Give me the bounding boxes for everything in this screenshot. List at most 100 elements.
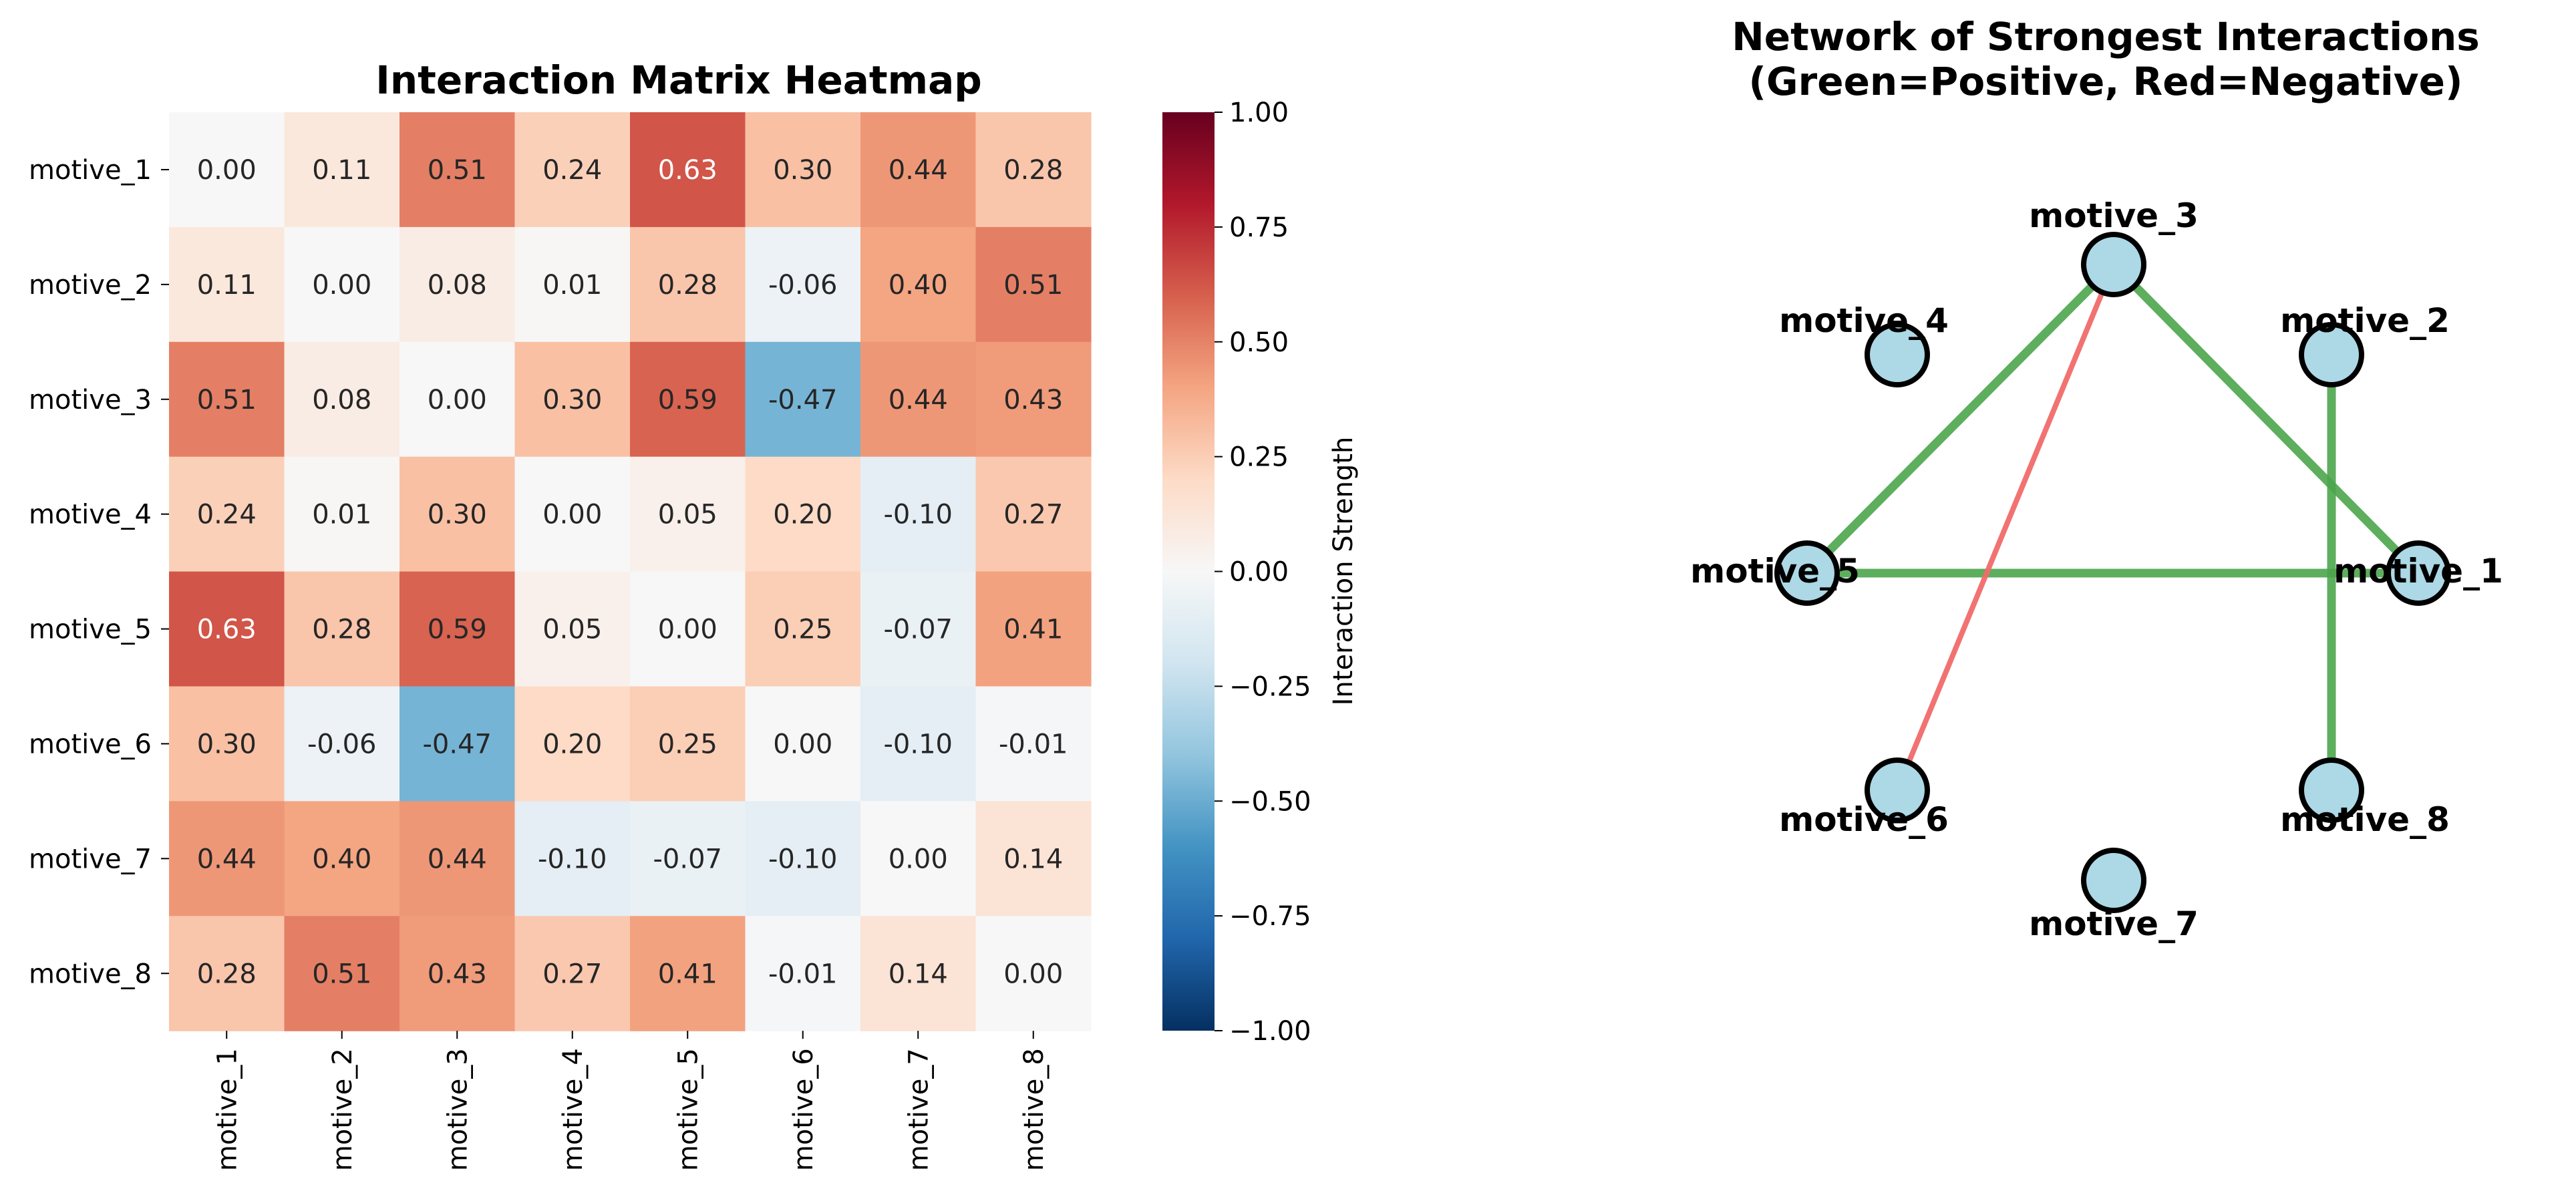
heatmap-cell-value-1-2: 0.11	[312, 155, 371, 186]
heatmap-cell-8-5	[630, 916, 746, 1031]
heatmap-cell-value-2-4: 0.01	[542, 270, 602, 301]
colorbar-tick-label-5: 0.00	[1229, 557, 1289, 588]
heatmap-cell-value-7-7: 0.00	[889, 844, 948, 874]
network-node-label-motive_1: motive_1	[2333, 552, 2503, 590]
heatmap-cell-1-3	[399, 112, 516, 228]
heatmap-cell-8-2	[284, 916, 400, 1031]
heatmap-cell-value-3-5: 0.59	[658, 385, 717, 415]
colorbar: 1.00 0.75 0.50 0.25 0.00 −0.25 −0.50 −0.75 −1.00…	[1162, 98, 1359, 1047]
heatmap-cell-value-1-7: 0.44	[889, 155, 948, 186]
heatmap-cell-value-5-8: 0.41	[1003, 615, 1063, 645]
heatmap-cell-1-2	[284, 112, 400, 228]
heatmap-cell-value-8-8: 0.00	[1003, 959, 1063, 989]
heatmap-cell-4-3	[399, 456, 516, 572]
network-node-label-motive_3: motive_3	[2029, 196, 2199, 235]
network-node-motive_4	[1865, 322, 1930, 387]
heatmap-cell-value-2-3: 0.08	[428, 270, 487, 301]
network-node-label-motive_4: motive_4	[1779, 301, 1949, 340]
heatmap-cell-6-4	[514, 686, 631, 802]
network-node-motive_7	[2081, 848, 2146, 913]
network-title-line2: (Green=Positive, Red=Negative)	[1749, 59, 2463, 104]
heatmap-cell-value-8-4: 0.27	[542, 959, 602, 989]
heatmap-panel: Interaction Matrix Heatmap 0.00 0.11 0.51 0…	[29, 57, 1092, 1171]
heatmap-cell-value-5-2: 0.28	[312, 615, 371, 645]
network-node-motive_3	[2081, 232, 2146, 297]
heatmap-cell-7-3	[399, 801, 516, 916]
heatmap-cell-value-6-8: -0.01	[999, 729, 1068, 759]
heatmap-cell-7-1	[169, 801, 285, 916]
heatmap-row-labels: motive_1 motive_2 motive_3 motive_4 motive_5…	[29, 155, 169, 989]
heatmap-row-label-1: motive_1	[29, 155, 152, 186]
heatmap-cell-5-8	[975, 571, 1092, 687]
heatmap-cell-2-4	[514, 226, 631, 343]
heatmap-cell-4-2	[284, 456, 400, 572]
network-title-line1: Network of Strongest Interactions	[1732, 14, 2480, 59]
network-node-labels: motive_1 motive_2 motive_3 motive_4 motive_5…	[1690, 196, 2503, 943]
heatmap-cell-2-2	[284, 226, 400, 343]
heatmap-cell-value-7-5: -0.07	[653, 844, 723, 874]
heatmap-cell-value-3-4: 0.30	[542, 385, 602, 415]
network-node-label-motive_8: motive_8	[2280, 800, 2450, 839]
heatmap-cell-2-3	[399, 226, 516, 343]
colorbar-tick-label-6: −0.25	[1229, 671, 1311, 702]
network-node-motive_2	[2299, 322, 2364, 387]
network-node-label-motive_2: motive_2	[2280, 301, 2450, 340]
heatmap-cell-value-6-1: 0.30	[197, 729, 257, 759]
network-panel: Network of Strongest Interactions (Green…	[1690, 14, 2503, 943]
network-node-label-motive_5: motive_5	[1690, 552, 1860, 590]
heatmap-cell-value-5-5: 0.00	[658, 615, 717, 645]
heatmap-cell-6-8	[975, 686, 1092, 802]
heatmap-cell-3-7	[860, 341, 977, 458]
heatmap-cell-8-7	[860, 916, 977, 1031]
heatmap-cell-value-7-2: 0.40	[312, 844, 371, 874]
heatmap-cell-value-1-1: 0.00	[197, 155, 257, 186]
heatmap-cell-3-1	[169, 341, 285, 458]
heatmap-row-label-2: motive_2	[29, 270, 152, 301]
heatmap-cell-3-5	[630, 341, 746, 458]
heatmap-cell-3-4	[514, 341, 631, 458]
heatmap-cell-value-6-2: -0.06	[307, 729, 377, 759]
heatmap-cell-5-3	[399, 571, 516, 687]
heatmap-cell-value-2-6: -0.06	[768, 270, 838, 301]
heatmap-cell-2-6	[745, 226, 861, 343]
heatmap-cell-value-1-5: 0.63	[658, 155, 717, 186]
heatmap-cell-value-7-4: -0.10	[538, 844, 607, 874]
heatmap-col-label-5: motive_5	[673, 1048, 703, 1171]
heatmap-row-label-8: motive_8	[29, 959, 152, 989]
network-node-motive_6	[1865, 757, 1930, 823]
heatmap-cell-value-2-1: 0.11	[197, 270, 257, 301]
heatmap-cell-2-5	[630, 226, 746, 343]
heatmap-cell-7-6	[745, 801, 861, 916]
network-edge-motive_3-motive_1	[2110, 261, 2422, 576]
heatmap-cell-2-7	[860, 226, 977, 343]
heatmap-cell-value-5-1: 0.63	[197, 615, 257, 645]
heatmap-cell-4-5	[630, 456, 746, 572]
heatmap-cell-6-3	[399, 686, 516, 802]
heatmap-cell-1-7	[860, 112, 977, 228]
heatmap-row-label-4: motive_4	[29, 500, 152, 530]
heatmap-cell-value-2-5: 0.28	[658, 270, 717, 301]
heatmap-cell-value-8-7: 0.14	[889, 959, 948, 989]
heatmap-cell-5-6	[745, 571, 861, 687]
heatmap-col-label-1: motive_1	[212, 1048, 243, 1171]
network-node-motive_1	[2386, 540, 2451, 606]
heatmap-row-label-7: motive_7	[29, 844, 152, 874]
heatmap-title: Interaction Matrix Heatmap	[375, 57, 982, 103]
heatmap-cell-value-5-6: 0.25	[773, 615, 832, 645]
heatmap-cell-value-8-6: -0.01	[768, 959, 838, 989]
heatmap-cell-value-3-1: 0.51	[197, 385, 257, 415]
heatmap-cell-value-4-4: 0.00	[542, 500, 602, 530]
heatmap-cell-value-2-2: 0.00	[312, 270, 371, 301]
colorbar-tick-label-1: 1.00	[1229, 98, 1289, 128]
heatmap-col-label-6: motive_6	[788, 1048, 819, 1171]
heatmap-cell-value-3-6: -0.47	[768, 385, 838, 415]
heatmap-cell-value-2-7: 0.40	[889, 270, 948, 301]
heatmap-cell-value-3-3: 0.00	[428, 385, 487, 415]
heatmap-cell-value-4-1: 0.24	[197, 500, 257, 530]
heatmap-cell-value-1-3: 0.51	[428, 155, 487, 186]
heatmap-cell-4-7	[860, 456, 977, 572]
network-edges	[1804, 261, 2422, 792]
heatmap-cell-8-1	[169, 916, 285, 1031]
heatmap-cell-value-8-3: 0.43	[428, 959, 487, 989]
